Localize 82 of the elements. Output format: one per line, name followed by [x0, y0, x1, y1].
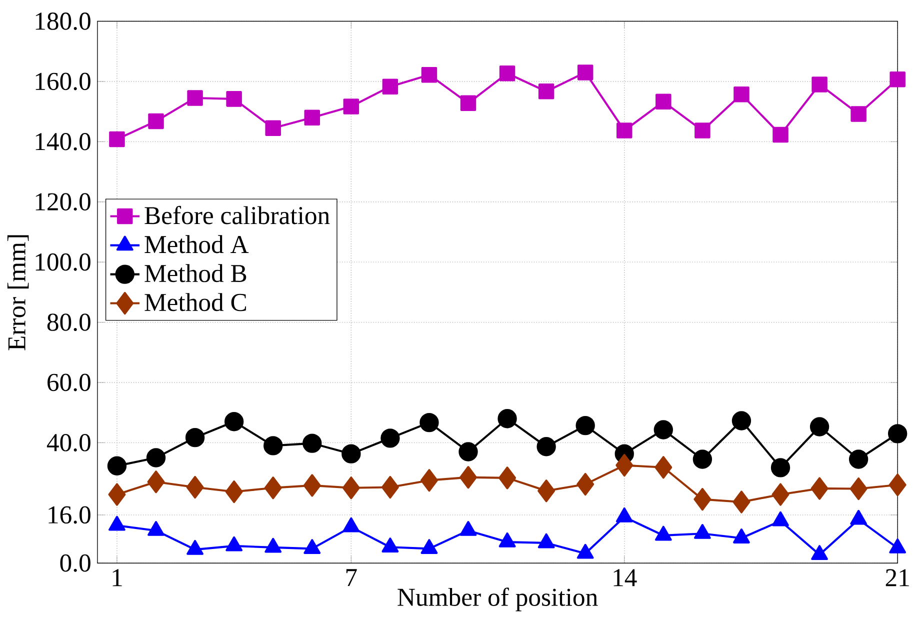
point: [225, 480, 243, 504]
point: [147, 470, 165, 494]
point: [187, 90, 203, 106]
x-tick-label: 7: [346, 569, 357, 586]
point: [656, 94, 672, 110]
point: [382, 78, 398, 95]
point: [185, 428, 205, 448]
point: [812, 76, 828, 93]
point: [186, 476, 204, 499]
point: [460, 466, 477, 489]
point: [498, 466, 516, 490]
y-tick-label: 180.0: [36, 12, 90, 30]
point: [770, 458, 790, 478]
y-tick-label: 140.0: [36, 133, 90, 151]
y-tick-label: 160.0: [36, 72, 90, 90]
point: [499, 66, 516, 82]
y-tick-label: 60.0: [48, 374, 90, 392]
point: [536, 437, 556, 456]
point: [146, 448, 166, 468]
x-tick-label: 21: [886, 569, 909, 586]
point: [654, 456, 672, 479]
y-tick-label: 120.0: [36, 193, 90, 211]
point: [888, 474, 906, 496]
point: [458, 442, 478, 462]
point: [848, 450, 868, 470]
point: [421, 67, 438, 83]
point: [107, 456, 127, 476]
point: [148, 114, 164, 130]
point: [265, 120, 281, 136]
point: [264, 476, 282, 500]
point: [226, 91, 242, 107]
point: [420, 413, 439, 432]
point: [224, 412, 244, 432]
legend-label: Method A: [144, 235, 249, 254]
point: [576, 416, 595, 436]
point: [654, 420, 673, 440]
point: [303, 474, 321, 497]
point: [732, 411, 752, 430]
point: [380, 428, 400, 448]
point: [694, 488, 712, 511]
point: [772, 483, 790, 506]
point: [810, 417, 830, 437]
point: [890, 72, 906, 88]
point: [109, 132, 125, 148]
y-tick-label: 16.0: [48, 506, 90, 524]
point: [342, 476, 360, 500]
x-tick-label: 1: [112, 569, 122, 586]
point: [616, 122, 632, 139]
x-tick-label: 14: [614, 569, 637, 586]
point: [734, 86, 750, 102]
point: [538, 480, 556, 502]
point: [772, 127, 788, 143]
point: [342, 444, 361, 464]
point: [732, 490, 750, 514]
point: [810, 477, 828, 500]
y-tick-label: 100.0: [36, 254, 90, 271]
x-axis-title: Number of position: [398, 588, 598, 612]
point: [381, 476, 399, 499]
y-tick-label: 40.0: [46, 434, 90, 452]
legend-label: Method B: [144, 264, 246, 282]
y-axis-title: Error [mm]: [7, 235, 29, 350]
point: [692, 450, 712, 470]
point: [498, 409, 517, 428]
point: [263, 436, 283, 456]
y-tick-label: 80.0: [47, 314, 90, 332]
point: [888, 424, 908, 444]
point: [420, 469, 438, 492]
point: [460, 95, 476, 112]
point: [616, 454, 634, 477]
point: [694, 122, 710, 139]
point: [302, 434, 322, 454]
point: [576, 473, 594, 496]
point: [850, 478, 868, 500]
point: [108, 483, 126, 506]
point: [577, 64, 594, 80]
legend-label: Method C: [144, 293, 246, 312]
y-tick-label: 0.0: [60, 554, 90, 572]
point: [850, 106, 866, 122]
point: [343, 98, 360, 115]
point: [304, 110, 320, 126]
point: [538, 84, 554, 100]
legend-label: Before calibration: [144, 206, 330, 224]
